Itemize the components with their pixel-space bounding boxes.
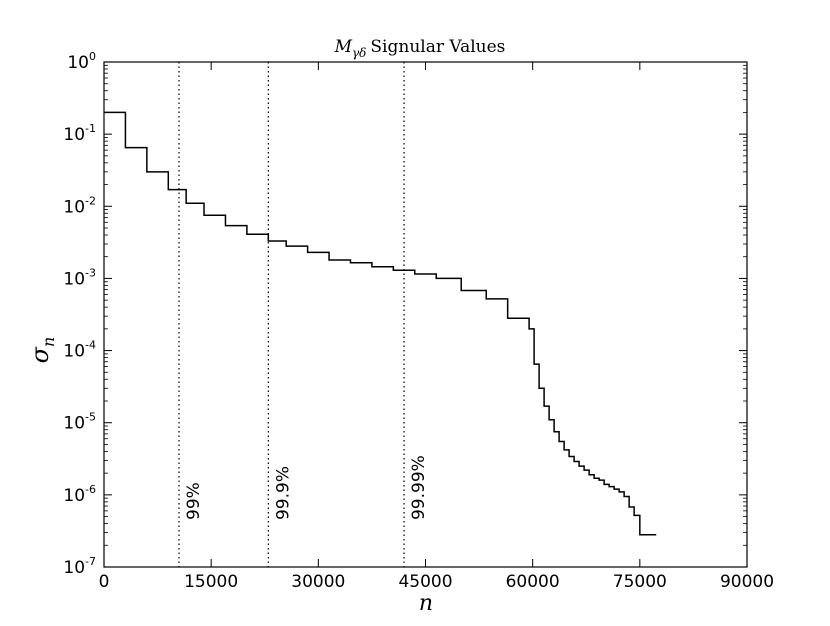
y-tick-exponent-7: -7 xyxy=(85,555,96,568)
x-axis-label: n xyxy=(419,591,433,616)
y-tick-base-1: 10 xyxy=(63,125,85,145)
y-tick-exponent-0: 0 xyxy=(89,50,96,63)
y-tick-label-2: 10-2 xyxy=(63,194,96,217)
chart-title: Mγδ Signular Values xyxy=(334,37,506,60)
y-tick-base-2: 10 xyxy=(63,197,85,217)
axes: 0 15000 30000 45000 60000 75000 9000010010-110… xyxy=(63,50,774,592)
y-tick-label-1: 10-1 xyxy=(63,122,96,145)
y-tick-exponent-5: -5 xyxy=(85,411,96,424)
y-axis-subscript: n xyxy=(39,337,58,347)
plot-area: 99% 99.9% 99.99% xyxy=(104,62,657,567)
y-tick-exponent-2: -2 xyxy=(85,194,96,207)
y-tick-base-6: 10 xyxy=(63,486,85,506)
y-tick-label-3: 10-3 xyxy=(63,266,96,289)
y-tick-base-3: 10 xyxy=(63,269,85,289)
threshold-label-1: 99% xyxy=(184,482,204,520)
x-tick-label-15000: 15000 xyxy=(184,572,238,592)
y-tick-base-4: 10 xyxy=(63,342,85,362)
threshold-label-2: 99.9% xyxy=(273,466,293,520)
title-text: Signular Values xyxy=(370,37,505,57)
y-axis-symbol: σ xyxy=(26,346,54,363)
y-tick-label-7: 10-7 xyxy=(63,555,96,578)
y-tick-exponent-4: -4 xyxy=(85,339,96,352)
y-tick-label-5: 10-5 xyxy=(63,411,96,434)
title-subscript: γδ xyxy=(352,46,366,60)
y-tick-exponent-3: -3 xyxy=(85,266,96,279)
series-line-1 xyxy=(104,111,657,536)
x-tick-label-45000: 45000 xyxy=(398,572,452,592)
y-tick-label-0: 100 xyxy=(67,50,96,73)
y-tick-exponent-1: -1 xyxy=(85,122,96,135)
x-tick-label-75000: 75000 xyxy=(613,572,667,592)
x-tick-label-30000: 30000 xyxy=(291,572,345,592)
x-tick-label-90000: 90000 xyxy=(720,572,774,592)
x-tick-label-0: 0 xyxy=(99,572,110,592)
y-tick-base-0: 10 xyxy=(67,53,89,73)
y-tick-label-6: 10-6 xyxy=(63,483,96,506)
title-symbol: M xyxy=(334,37,353,57)
y-axis-label: σn xyxy=(26,337,58,364)
y-tick-base-5: 10 xyxy=(63,414,85,434)
y-tick-exponent-6: -6 xyxy=(85,483,96,496)
y-tick-label-4: 10-4 xyxy=(63,339,96,362)
y-tick-base-7: 10 xyxy=(63,558,85,578)
threshold-label-3: 99.99% xyxy=(409,455,429,520)
x-tick-label-60000: 60000 xyxy=(506,572,560,592)
